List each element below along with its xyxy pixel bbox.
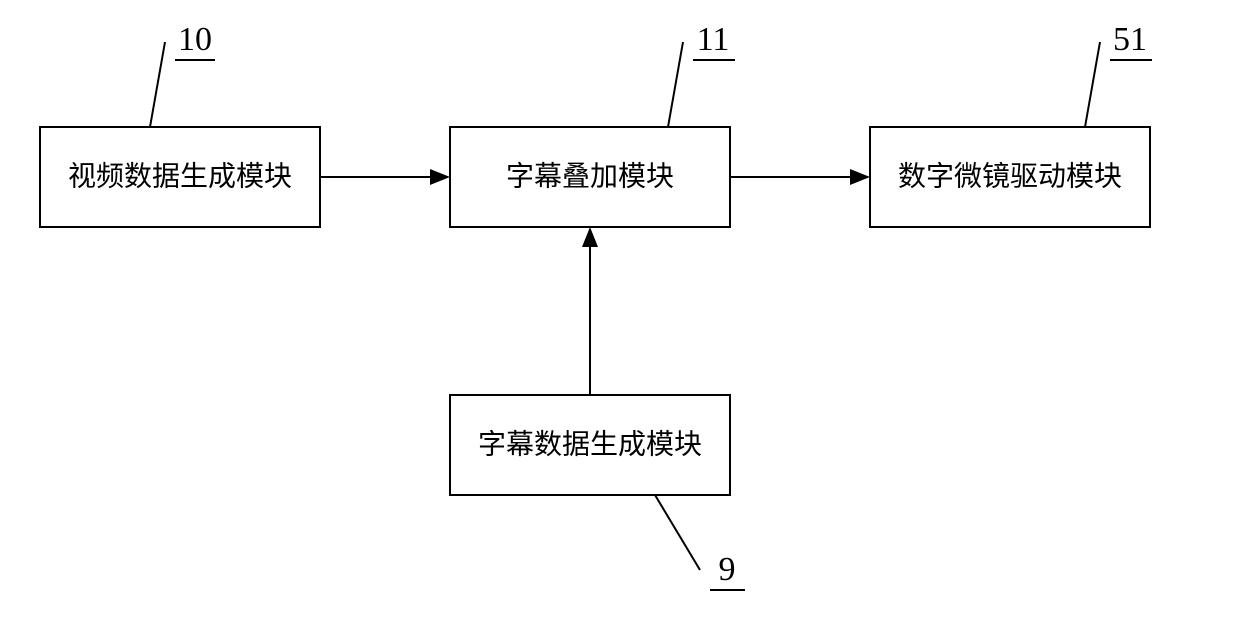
ref-number-subtitle_ovl: 11 — [697, 21, 730, 58]
block-label-dmd_drv: 数字微镜驱动模块 — [898, 160, 1122, 192]
block-label-video_gen: 视频数据生成模块 — [68, 160, 292, 192]
ref-number-dmd_drv: 51 — [1113, 21, 1147, 58]
block-label-subtitle_ovl: 字幕叠加模块 — [506, 160, 674, 192]
block-diagram: 视频数据生成模块 字幕叠加模块 数字微镜驱动模块字幕数据生成模块 10 11 51 9 — [0, 0, 1240, 629]
ref-number-subtitle_gen: 9 — [719, 551, 736, 588]
ref-number-video_gen: 10 — [178, 21, 212, 58]
block-label-subtitle_gen: 字幕数据生成模块 — [478, 428, 702, 460]
